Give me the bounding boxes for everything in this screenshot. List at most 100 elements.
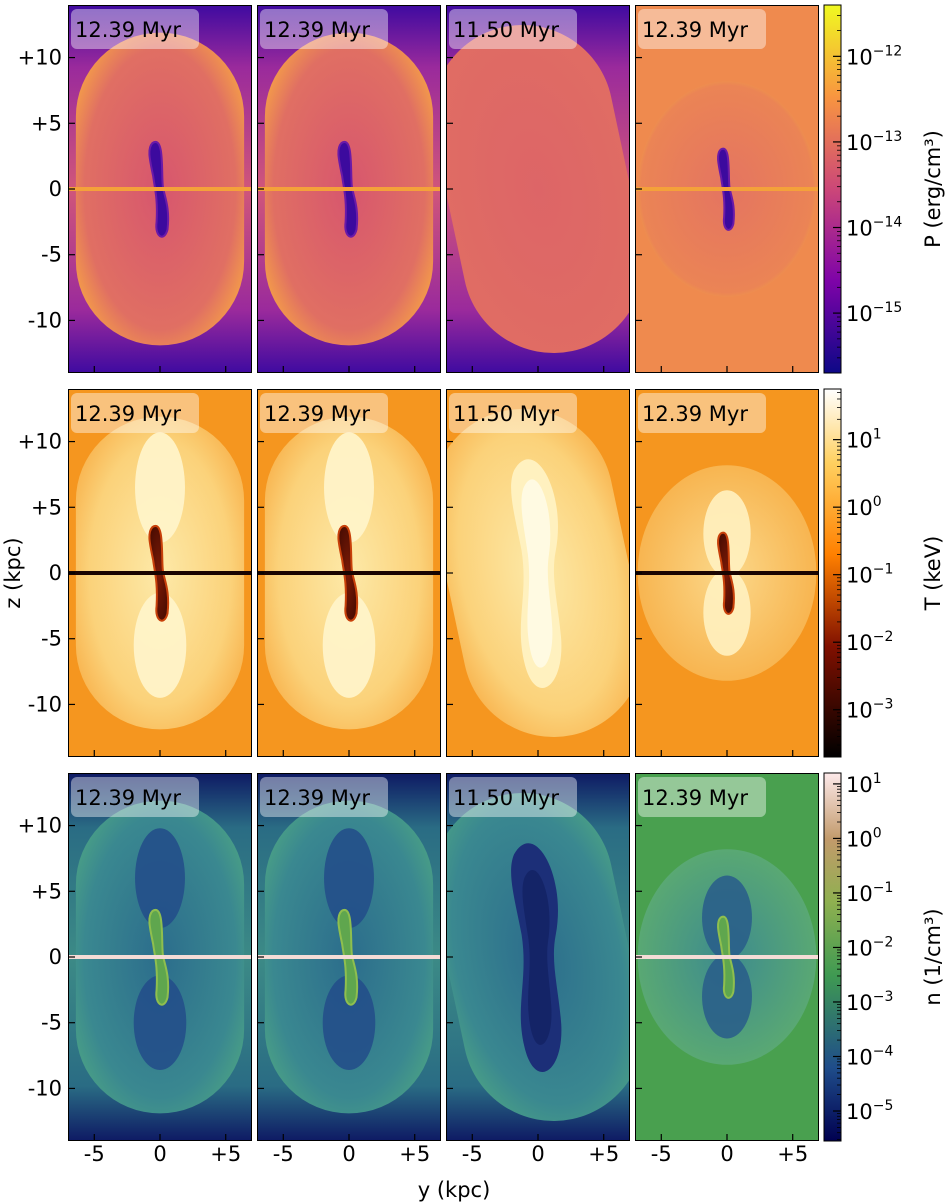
panel-r1-c2: 12.39 Myr	[257, 5, 441, 373]
hot-lobe-lower	[322, 592, 376, 698]
colorbar-tick-label: 10−15	[846, 300, 902, 326]
galactic-disk	[68, 571, 252, 575]
time-label: 12.39 Myr	[71, 9, 199, 49]
colorbar-tick-label: 10−13	[846, 129, 902, 155]
tenuous-lobe-upper	[702, 875, 752, 960]
panel-r1-c1: 12.39 Myr	[68, 5, 252, 373]
panel-r2-c1: 12.39 Myr	[68, 389, 252, 757]
time-label: 11.50 Myr	[449, 393, 577, 433]
y-tick-label: +10	[18, 46, 62, 70]
x-tick-label: -5	[462, 1142, 483, 1166]
y-tick-label: +5	[31, 495, 62, 519]
colorbars-layer: 10−12 10−13 10−14 10−15 P (erg/cm³) 101 100 10−…	[823, 4, 945, 1142]
time-label: 11.50 Myr	[449, 9, 577, 49]
x-tick-label: 0	[531, 1142, 544, 1166]
x-axis-label: y (kpc)	[418, 1178, 491, 1202]
hot-outflow-core	[521, 479, 553, 668]
colorbar-n: 101 100 10−1 10−2 10−3 10−4 10−5 n (1/cm³)	[823, 771, 945, 1142]
x-tick-label: +5	[777, 1142, 808, 1166]
colorbar-gradient	[823, 772, 842, 1142]
y-tick-label: -10	[28, 308, 62, 332]
y-tick-label: +10	[18, 430, 62, 454]
colorbar-tick-label: 10−4	[846, 1043, 893, 1069]
tenuous-lobe-upper	[135, 828, 185, 929]
time-label-box	[71, 9, 199, 49]
colorbar-tick-label: 100	[846, 825, 882, 851]
y-tick-label: -5	[41, 627, 62, 651]
panels-layer: 12.39 Myr 12.39 Myr 11.50 Myr 12.39 Myr 12.3…	[68, 5, 819, 1141]
y-tick-label: 0	[49, 561, 62, 585]
colorbar-tick-label: 10−1	[846, 880, 893, 906]
time-label-box	[449, 393, 577, 433]
panel-r3-c2: 12.39 Myr	[257, 773, 441, 1141]
shocked-bubble	[446, 25, 630, 353]
time-label-text: 12.39 Myr	[75, 18, 181, 42]
galactic-disk	[68, 187, 252, 191]
colorbar-tick-label: 10−3	[846, 697, 893, 723]
time-label: 12.39 Myr	[71, 393, 199, 433]
colorbar-P: 10−12 10−13 10−14 10−15 P (erg/cm³)	[823, 4, 945, 374]
colorbar-label: n (1/cm³)	[921, 908, 945, 1005]
y-tick-label: 0	[49, 945, 62, 969]
tenuous-lobe-lower	[322, 975, 376, 1071]
y-tick-label: 0	[49, 177, 62, 201]
x-tick-label: 0	[342, 1142, 355, 1166]
time-label: 12.39 Myr	[260, 393, 388, 433]
tenuous-outflow-core	[522, 870, 552, 1045]
time-label: 12.39 Myr	[638, 777, 766, 817]
hot-lobe-upper	[135, 432, 185, 543]
colorbar-label: T (keV)	[921, 536, 945, 612]
colorbar-tick-label: 100	[846, 494, 882, 520]
time-label: 12.39 Myr	[260, 777, 388, 817]
panel-r3-c3: 11.50 Myr	[446, 773, 630, 1141]
time-label-text: 11.50 Myr	[453, 786, 559, 810]
time-label-box	[449, 9, 577, 49]
y-tick-label: -10	[28, 1076, 62, 1100]
tenuous-lobe-upper	[324, 828, 374, 929]
panel-r3-c4: 12.39 Myr	[635, 773, 819, 1141]
x-tick-label: -5	[273, 1142, 294, 1166]
x-tick-label: 0	[720, 1142, 733, 1166]
time-label-text: 12.39 Myr	[75, 402, 181, 426]
time-label-text: 12.39 Myr	[264, 18, 370, 42]
colorbar-tick-label: 10−5	[846, 1098, 893, 1124]
x-tick-label: +5	[588, 1142, 619, 1166]
y-axis-label: z (kpc)	[1, 537, 25, 608]
x-tick-label: 0	[153, 1142, 166, 1166]
colorbar-tick-label: 10−12	[846, 43, 902, 69]
time-label-box	[260, 393, 388, 433]
tenuous-lobe-lower	[133, 975, 187, 1071]
time-label-text: 12.39 Myr	[642, 18, 748, 42]
time-label-text: 12.39 Myr	[75, 786, 181, 810]
panel-r1-c4: 12.39 Myr	[635, 5, 819, 373]
time-label: 12.39 Myr	[638, 393, 766, 433]
colorbar-gradient	[823, 388, 842, 758]
colorbar-tick-label: 10−1	[846, 562, 893, 588]
y-tick-label: +5	[31, 879, 62, 903]
x-tick-label: -5	[84, 1142, 105, 1166]
x-tick-label: +5	[210, 1142, 241, 1166]
galactic-disk	[635, 571, 819, 575]
time-label: 12.39 Myr	[260, 9, 388, 49]
time-label-text: 12.39 Myr	[642, 402, 748, 426]
time-label-box	[260, 9, 388, 49]
y-tick-label: +5	[31, 111, 62, 135]
x-tick-label: +5	[399, 1142, 430, 1166]
galactic-disk	[68, 955, 252, 959]
time-label-box	[71, 393, 199, 433]
colorbar-tick-label: 10−2	[846, 934, 893, 960]
panel-r2-c3: 11.50 Myr	[446, 389, 630, 757]
colorbar-tick-label: 10−14	[846, 215, 902, 241]
galactic-disk	[635, 187, 819, 191]
time-label-box	[638, 9, 766, 49]
time-label-text: 12.39 Myr	[264, 786, 370, 810]
time-label: 12.39 Myr	[638, 9, 766, 49]
hot-lobe-upper	[324, 432, 374, 543]
y-tick-label: -5	[41, 1011, 62, 1035]
panel-r3-c1: 12.39 Myr	[68, 773, 252, 1141]
colorbar-gradient	[823, 4, 842, 374]
galactic-disk	[257, 571, 441, 575]
time-label-box	[449, 777, 577, 817]
axes-layer: +10 +5 0 -5 -10 +10 +5 0 -5 -10 +10 +5 0 -5 -10 -5 0 +5 -5…	[18, 46, 809, 1166]
